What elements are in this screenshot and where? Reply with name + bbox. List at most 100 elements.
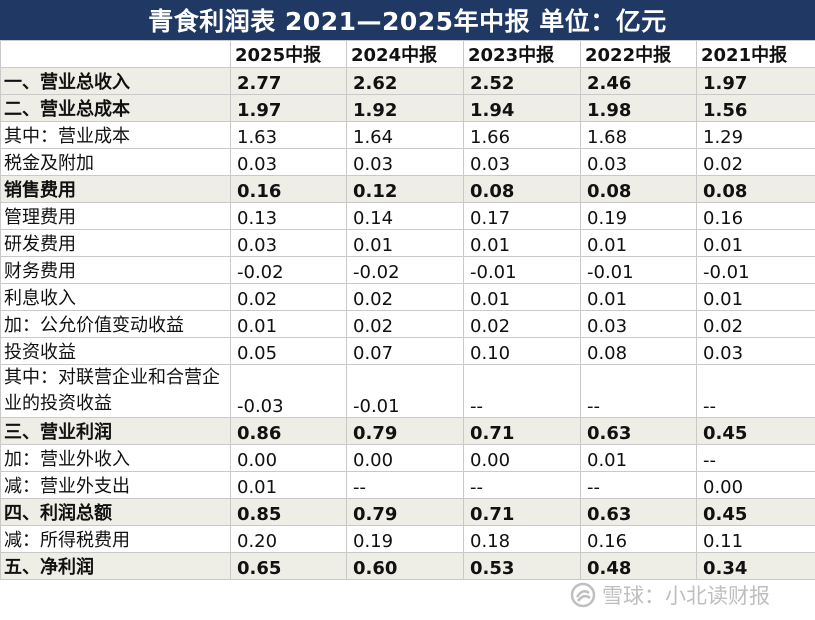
value-cell: 0.00: [463, 444, 581, 472]
value-cell: 0.01: [580, 283, 697, 311]
value-cell: 0.01: [346, 229, 464, 257]
value-cell: 0.63: [580, 498, 697, 526]
value-cell: --: [580, 471, 697, 499]
value-cell: 0.16: [580, 525, 697, 553]
table-row: 投资收益 0.05 0.07 0.10 0.08 0.03: [0, 337, 815, 365]
row-label: 四、利润总额: [0, 498, 231, 526]
table-row: 管理费用 0.13 0.14 0.17 0.19 0.16: [0, 202, 815, 230]
value-cell: 0.08: [696, 175, 815, 203]
value-cell: 2.77: [230, 67, 347, 95]
value-cell: 0.48: [580, 552, 697, 580]
value-cell: 0.16: [696, 202, 815, 230]
value-cell: 0.01: [463, 283, 581, 311]
value-cell: 1.64: [346, 121, 464, 149]
table-row: 二、营业总成本 1.97 1.92 1.94 1.98 1.56: [0, 94, 815, 122]
value-cell: 0.03: [230, 148, 347, 176]
value-cell: 1.56: [696, 94, 815, 122]
table-title: 青食利润表 2021—2025年中报 单位：亿元: [0, 0, 815, 40]
header-row: 2025中报 2024中报 2023中报 2022中报 2021中报: [0, 40, 815, 68]
value-cell: 0.02: [346, 310, 464, 338]
table-row: 税金及附加 0.03 0.03 0.03 0.03 0.02: [0, 148, 815, 176]
value-cell: 1.98: [580, 94, 697, 122]
row-label: 利息收入: [0, 283, 231, 311]
value-cell: 1.29: [696, 121, 815, 149]
spacer-cell: [463, 579, 581, 610]
value-cell: 0.63: [580, 417, 697, 445]
row-label: 五、净利润: [0, 552, 231, 580]
value-cell: 0.86: [230, 417, 347, 445]
value-cell: 0.01: [580, 229, 697, 257]
value-cell: 0.02: [230, 283, 347, 311]
value-cell: --: [346, 471, 464, 499]
row-label: 加：公允价值变动收益: [0, 310, 231, 338]
value-cell: -0.03: [230, 364, 347, 418]
column-header: 2022中报: [580, 40, 697, 68]
header-corner: [0, 40, 231, 68]
column-header: 2023中报: [463, 40, 581, 68]
value-cell: -0.01: [463, 256, 581, 284]
value-cell: 0.00: [696, 471, 815, 499]
row-label: 减：所得税费用: [0, 525, 231, 553]
table-title-text: 青食利润表 2021—2025年中报 单位：亿元: [148, 7, 667, 36]
value-cell: 2.46: [580, 67, 697, 95]
value-cell: 0.60: [346, 552, 464, 580]
value-cell: 1.97: [230, 94, 347, 122]
value-cell: 0.18: [463, 525, 581, 553]
value-cell: 2.62: [346, 67, 464, 95]
row-label: 三、营业利润: [0, 417, 231, 445]
value-cell: 0.17: [463, 202, 581, 230]
row-label: 管理费用: [0, 202, 231, 230]
value-cell: -0.02: [346, 256, 464, 284]
value-cell: 1.66: [463, 121, 581, 149]
value-cell: 0.01: [230, 310, 347, 338]
spacer-row: [0, 579, 815, 610]
value-cell: 1.94: [463, 94, 581, 122]
value-cell: 0.10: [463, 337, 581, 365]
value-cell: -0.01: [580, 256, 697, 284]
value-cell: 0.11: [696, 525, 815, 553]
value-cell: 1.63: [230, 121, 347, 149]
value-cell: 0.02: [696, 310, 815, 338]
value-cell: --: [463, 471, 581, 499]
value-cell: 0.03: [580, 148, 697, 176]
row-label: 其中：营业成本: [0, 121, 231, 149]
table-row: 五、净利润 0.65 0.60 0.53 0.48 0.34: [0, 552, 815, 580]
table-row: 减：营业外支出 0.01 -- -- -- 0.00: [0, 471, 815, 499]
table-row: 加：公允价值变动收益 0.01 0.02 0.02 0.03 0.02: [0, 310, 815, 338]
column-header: 2021中报: [696, 40, 815, 68]
value-cell: 0.85: [230, 498, 347, 526]
value-cell: 0.05: [230, 337, 347, 365]
value-cell: 0.01: [696, 283, 815, 311]
value-cell: -0.02: [230, 256, 347, 284]
value-cell: 0.01: [580, 444, 697, 472]
table-row: 其中：营业成本 1.63 1.64 1.66 1.68 1.29: [0, 121, 815, 149]
value-cell: 0.79: [346, 417, 464, 445]
value-cell: 2.52: [463, 67, 581, 95]
value-cell: 0.03: [463, 148, 581, 176]
value-cell: 0.03: [696, 337, 815, 365]
row-label: 其中：对联营企业和合营企业的投资收益: [0, 364, 231, 418]
row-label: 二、营业总成本: [0, 94, 231, 122]
value-cell: 0.01: [463, 229, 581, 257]
spacer-cell: [230, 579, 347, 610]
value-cell: 0.08: [580, 175, 697, 203]
value-cell: 0.14: [346, 202, 464, 230]
value-cell: 0.08: [463, 175, 581, 203]
table-row: 加：营业外收入 0.00 0.00 0.00 0.01 --: [0, 444, 815, 472]
column-header: 2024中报: [346, 40, 464, 68]
table-row: 其中：对联营企业和合营企业的投资收益 -0.03 -0.01 -- -- --: [0, 364, 815, 418]
table-row: 研发费用 0.03 0.01 0.01 0.01 0.01: [0, 229, 815, 257]
value-cell: 0.34: [696, 552, 815, 580]
value-cell: 0.00: [346, 444, 464, 472]
value-cell: --: [463, 364, 581, 418]
row-label: 一、营业总收入: [0, 67, 231, 95]
value-cell: 0.03: [580, 310, 697, 338]
spacer-cell: [0, 579, 231, 610]
value-cell: 0.02: [696, 148, 815, 176]
value-cell: 0.03: [346, 148, 464, 176]
column-header: 2025中报: [230, 40, 347, 68]
table-body: 一、营业总收入 2.77 2.62 2.52 2.46 1.97 二、营业总成本 1.97 1.…: [0, 67, 815, 610]
value-cell: 0.00: [230, 444, 347, 472]
table-row: 一、营业总收入 2.77 2.62 2.52 2.46 1.97: [0, 67, 815, 95]
spacer-cell: [580, 579, 697, 610]
